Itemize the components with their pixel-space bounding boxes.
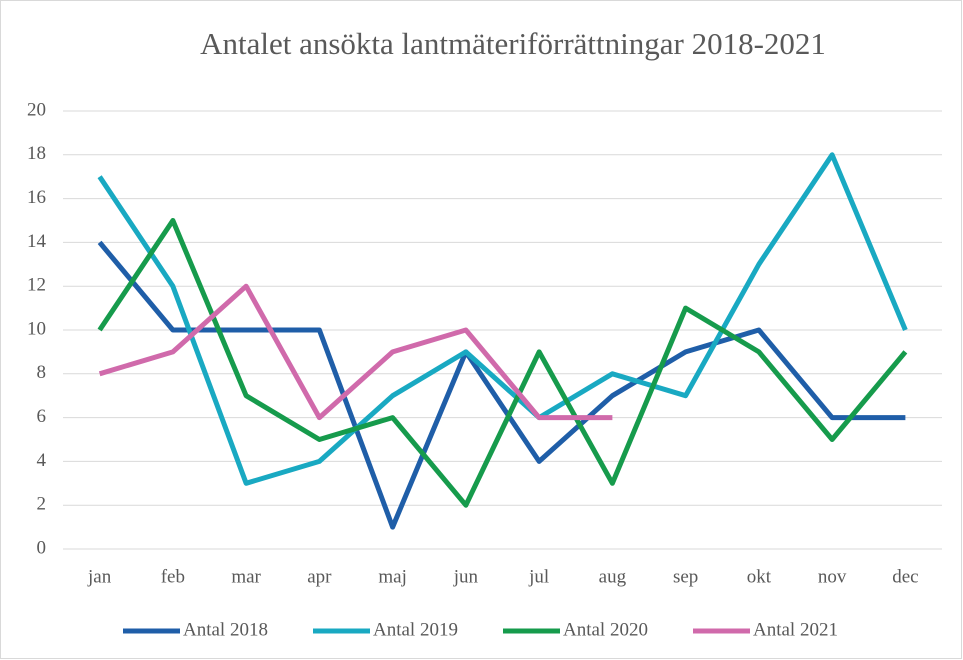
legend-label: Antal 2020 xyxy=(563,619,648,640)
x-tick-label: apr xyxy=(307,566,332,587)
legend-label: Antal 2018 xyxy=(183,619,268,640)
x-tick-label: nov xyxy=(818,566,847,587)
y-tick-label: 14 xyxy=(27,231,47,252)
series-line xyxy=(98,283,613,421)
x-tick-label: dec xyxy=(892,566,918,587)
y-tick-label: 0 xyxy=(37,537,47,558)
series-line xyxy=(97,152,908,486)
chart-title: Antalet ansökta lantmäteriförrättningar … xyxy=(200,26,826,61)
legend-label: Antal 2021 xyxy=(753,619,838,640)
x-tick-label: jan xyxy=(87,566,112,587)
y-tick-label: 6 xyxy=(37,406,47,427)
legend-label: Antal 2019 xyxy=(373,619,458,640)
x-tick-label: feb xyxy=(161,566,185,587)
x-tick-label: mar xyxy=(231,566,261,587)
y-tick-label: 20 xyxy=(27,99,46,120)
y-tick-label: 12 xyxy=(27,275,46,296)
x-tick-label: jun xyxy=(453,566,479,587)
series-line xyxy=(97,240,906,530)
series-line xyxy=(97,218,908,508)
y-tick-label: 2 xyxy=(37,494,47,515)
y-tick-label: 8 xyxy=(37,362,47,383)
x-tick-label: maj xyxy=(378,566,407,587)
y-tick-label: 18 xyxy=(27,143,46,164)
y-tick-label: 10 xyxy=(27,318,46,339)
y-tick-label: 4 xyxy=(37,450,47,471)
x-tick-label: okt xyxy=(747,566,772,587)
y-tick-label: 16 xyxy=(27,187,46,208)
x-tick-label: aug xyxy=(599,566,627,587)
x-tick-label: jul xyxy=(528,566,549,587)
x-tick-label: sep xyxy=(673,566,698,587)
